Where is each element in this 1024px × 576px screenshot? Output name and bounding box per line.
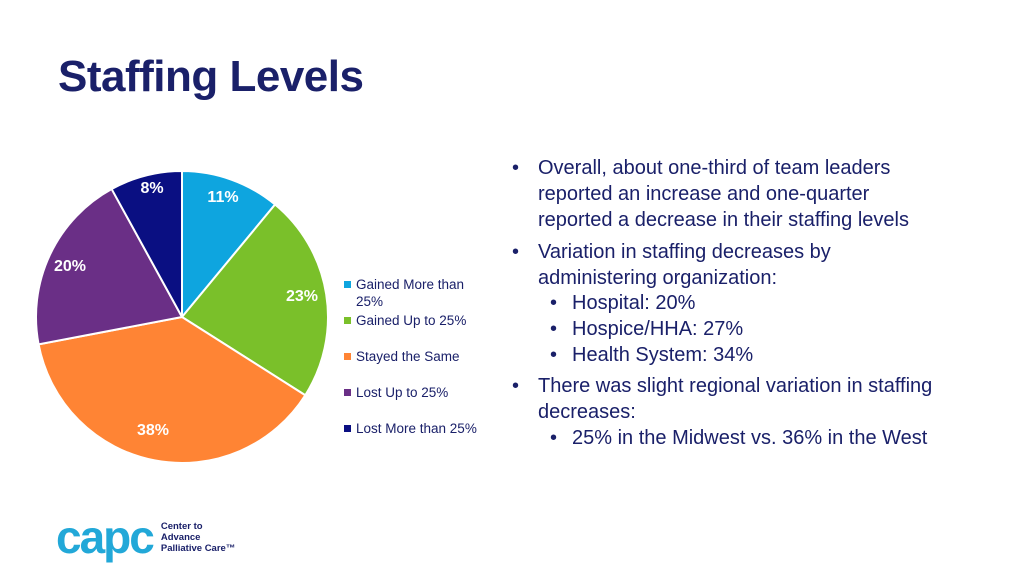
bullet-text: Overall, about one-third of team leaders… xyxy=(538,157,909,231)
bullet-text: 25% in the Midwest vs. 36% in the West xyxy=(572,427,928,449)
legend-label: Lost Up to 25% xyxy=(356,385,449,400)
bullet-text: Variation in staffing decreases by admin… xyxy=(538,241,831,289)
legend-label: Gained Up to 25% xyxy=(356,313,467,328)
bullet-icon: • xyxy=(550,292,558,314)
legend-swatch xyxy=(344,281,351,288)
logo-tagline: Center to Advance Palliative Care™ xyxy=(160,520,236,554)
slide-title: Staffing Levels xyxy=(58,52,364,101)
slice-value-label: 8% xyxy=(140,180,163,197)
legend-swatch xyxy=(344,389,351,396)
bullet-icon: • xyxy=(512,375,520,397)
pie-slice xyxy=(37,315,307,464)
legend-label: Lost More than 25% xyxy=(356,421,477,436)
bullet-icon: • xyxy=(550,427,558,449)
bullet-icon: • xyxy=(550,318,558,340)
legend-label: Stayed the Same xyxy=(356,349,460,364)
bullet-text: Hospital: 20% xyxy=(572,292,696,314)
legend-item: Stayed the Same xyxy=(344,348,494,365)
bullet-point: • Variation in staffing decreases by admi… xyxy=(512,239,938,291)
legend-item: Gained Up to 25% xyxy=(344,312,494,329)
slice-value-label: 38% xyxy=(137,422,169,439)
bullet-text: There was slight regional variation in s… xyxy=(538,375,933,423)
sub-bullet: • Health System: 34% xyxy=(550,342,992,368)
pie-chart: 11% 23% 38% 20% 8% xyxy=(35,169,329,464)
sub-bullet: • 25% in the Midwest vs. 36% in the West xyxy=(550,425,992,451)
bullet-text: Hospice/HHA: 27% xyxy=(572,318,744,340)
legend-label: Gained More than 25% xyxy=(356,277,465,309)
legend-item: Lost Up to 25% xyxy=(344,384,494,401)
pie-slice xyxy=(181,169,277,320)
legend-swatch xyxy=(344,425,351,432)
pie-slice xyxy=(35,187,184,346)
legend-item: Lost More than 25% xyxy=(344,420,494,437)
legend-swatch xyxy=(344,353,351,360)
sub-bullet: • Hospice/HHA: 27% xyxy=(550,316,992,342)
bullet-text: Health System: 34% xyxy=(572,344,754,366)
sub-bullet: • Hospital: 20% xyxy=(550,290,992,316)
pie-slice xyxy=(180,203,329,397)
slice-value-label: 11% xyxy=(207,189,238,206)
bullet-point: • There was slight regional variation in … xyxy=(512,373,938,425)
logo-wordmark: capc xyxy=(56,511,155,563)
slice-value-label: 20% xyxy=(54,258,86,275)
legend-swatch xyxy=(344,317,351,324)
legend-item: Gained More than 25% xyxy=(344,276,494,310)
capc-logo: capc Center to Advance Palliative Care™ xyxy=(56,511,241,563)
bullet-icon: • xyxy=(550,344,558,366)
pie-slice xyxy=(110,169,183,318)
bullet-icon: • xyxy=(512,157,520,179)
slice-value-label: 23% xyxy=(286,288,318,305)
bullet-point: • Overall, about one-third of team leader… xyxy=(512,155,938,233)
bullet-icon: • xyxy=(512,241,520,263)
